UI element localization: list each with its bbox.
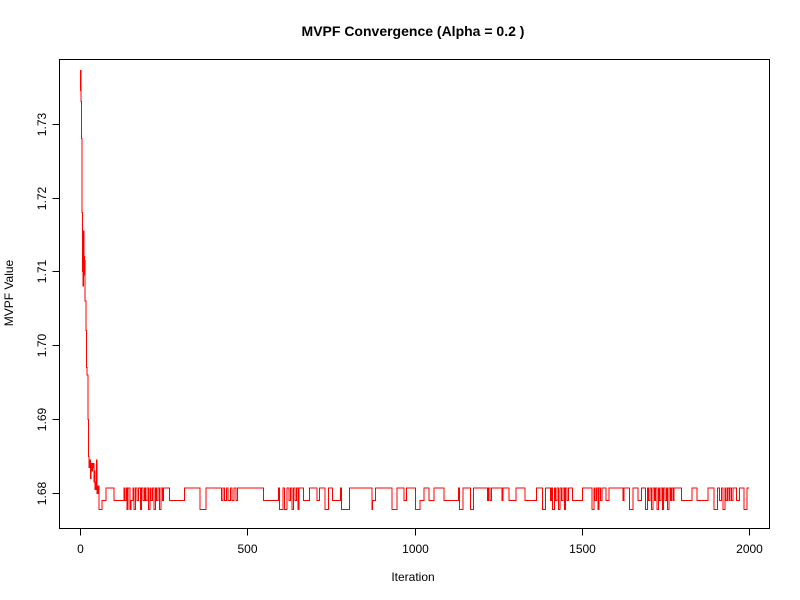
x-axis-label: Iteration <box>391 570 434 584</box>
x-axis: 0 500 1000 1500 2000 <box>77 528 763 556</box>
chart-title: MVPF Convergence (Alpha = 0.2 ) <box>302 23 525 39</box>
y-tick-label: 1.70 <box>35 333 49 357</box>
y-axis: 1.68 1.69 1.70 1.71 1.72 1.73 <box>35 112 60 505</box>
series-layer <box>79 69 749 511</box>
x-tick-label: 0 <box>77 542 84 556</box>
x-tick-label: 1500 <box>569 542 596 556</box>
y-axis-label: MVPF Value <box>2 259 16 326</box>
y-tick-label: 1.68 <box>35 481 49 505</box>
x-tick-label: 1000 <box>402 542 429 556</box>
y-tick-label: 1.72 <box>35 186 49 210</box>
x-tick-label: 500 <box>237 542 257 556</box>
y-tick-label: 1.71 <box>35 259 49 283</box>
x-tick-label: 2000 <box>736 542 763 556</box>
series-line-0 <box>79 69 749 511</box>
y-tick-label: 1.69 <box>35 407 49 431</box>
y-tick-label: 1.73 <box>35 112 49 136</box>
